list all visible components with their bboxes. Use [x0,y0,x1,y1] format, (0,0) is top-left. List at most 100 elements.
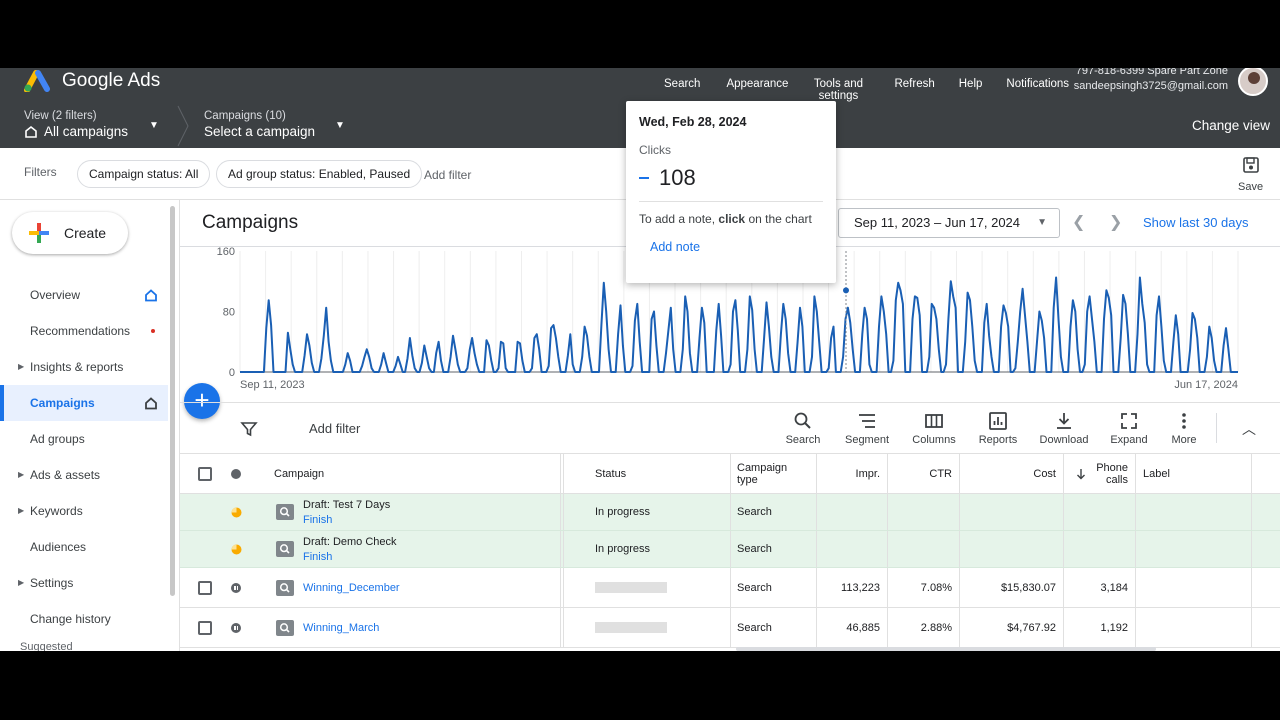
column-divider [887,494,888,530]
tooltip-value-row: 108 [639,165,823,191]
sidebar-item-label: Ad groups [30,432,85,446]
change-view-button[interactable]: Change view [1191,118,1270,133]
sidebar-scrollbar[interactable] [170,206,175,596]
reports-button[interactable]: Reports [968,411,1028,446]
add-note-button[interactable]: Add note [650,240,701,254]
campaign-selector[interactable]: Campaigns (10) Select a campaign [204,110,315,139]
sort-down-arrow-icon[interactable] [1076,454,1086,493]
header-impr[interactable]: Impr. [855,467,880,480]
save-button[interactable]: Save [1238,156,1263,193]
draft-progress-icon [231,544,242,554]
segment-button[interactable]: Segment [837,411,897,446]
finish-link[interactable]: Finish [303,513,333,526]
header-campaign-type[interactable]: Campaign type [737,461,788,486]
campaign-link[interactable]: Winning_December [303,581,400,594]
header-cost[interactable]: Cost [1033,467,1056,480]
tools-settings-label: Tools and settings [813,78,864,102]
top-search-button[interactable]: Search [650,68,714,104]
table-search-button[interactable]: Search [773,411,833,446]
row-checkbox-cell[interactable] [198,608,212,647]
previous-period-icon[interactable]: ❮ [1072,214,1086,231]
sidebar-item-overview[interactable]: Overview [0,277,168,313]
sidebar-item-label: Keywords [30,504,83,518]
campaigns-table: Campaign Status Campaign type Impr. CTR … [180,454,1280,648]
notifications-button[interactable]: Notifications [994,68,1081,104]
row-checkbox[interactable] [198,580,212,595]
show-last-30-days-link[interactable]: Show last 30 days [1143,215,1249,230]
column-divider [1063,454,1064,493]
view-filters-label: View (2 filters) [24,110,97,122]
table-row[interactable]: Draft: Demo Check Finish In progress Sea… [180,531,1280,568]
appearance-button[interactable]: Appearance [714,68,800,104]
column-divider [560,608,561,647]
collapse-chevron-icon[interactable]: ︿ [1242,421,1256,437]
sidebar-item-insights-reports[interactable]: ▶ Insights & reports [0,349,168,385]
filter-chip-ad-group-status[interactable]: Ad group status: Enabled, Paused [216,160,423,188]
add-campaign-button[interactable]: + [184,383,220,419]
google-ads-logo[interactable]: Google Ads [24,70,160,92]
avatar[interactable] [1238,68,1268,96]
header-status[interactable]: Status [595,467,627,480]
row-checkbox[interactable] [198,620,212,635]
next-period-icon[interactable]: ❯ [1109,214,1123,231]
more-button[interactable]: More [1154,411,1214,446]
sidebar-item-ad-groups[interactable]: Ad groups [0,421,168,457]
header-ctr[interactable]: CTR [929,467,952,480]
campaign-link[interactable]: Winning_March [303,621,380,634]
status-cell [595,568,667,607]
column-divider [1135,494,1136,530]
campaign-caret-icon[interactable]: ▼ [335,120,345,131]
clicks-series-line[interactable] [240,276,1238,373]
status-cell [595,608,667,647]
view-selector[interactable]: View (2 filters) All campaigns [24,110,128,139]
header-phone-calls[interactable]: Phone calls [1096,461,1128,486]
expand-button[interactable]: Expand [1099,411,1159,446]
download-button[interactable]: Download [1034,411,1094,446]
search-icon [794,412,811,429]
search-campaign-icon [276,568,294,607]
header-label[interactable]: Label [1143,467,1170,480]
tool-label: Segment [844,434,890,446]
add-filter-link[interactable]: Add filter [424,168,472,182]
paused-status-cell[interactable] [231,608,241,647]
paused-status-cell[interactable] [231,568,241,607]
ctr-cell: 2.88% [920,621,952,634]
filter-funnel-icon[interactable] [240,420,258,438]
date-range-select[interactable]: Sep 11, 2023 – Jun 17, 2024 ▼ [838,208,1060,238]
help-button[interactable]: Help [947,68,995,104]
row-checkbox-cell[interactable] [198,568,212,607]
impr-cell: 113,223 [841,581,880,594]
columns-button[interactable]: Columns [904,411,964,446]
sidebar-item-recommendations[interactable]: Recommendations [0,313,168,349]
sidebar-item-campaigns[interactable]: Campaigns [0,385,168,421]
table-row[interactable]: Draft: Test 7 Days Finish In progress Se… [180,494,1280,531]
column-divider [563,454,564,493]
tools-settings-button[interactable]: Tools and settings [800,68,874,104]
clicks-chart-svg[interactable]: 160 80 0 Sep 11, 2023 Jun 17, 2024 [180,247,1280,403]
header-campaign[interactable]: Campaign [274,467,325,480]
table-row[interactable]: Winning_December Search 113,223 7.08% $1… [180,568,1280,608]
table-row[interactable]: Winning_March Search 46,885 2.88% $4,767… [180,608,1280,648]
sidebar-item-audiences[interactable]: Audiences [0,529,168,565]
filter-chip-campaign-status[interactable]: Campaign status: All [77,160,211,188]
sidebar-item-change-history[interactable]: Change history [0,601,168,637]
campaign-name[interactable]: Draft: Demo Check [303,535,397,548]
select-all-checkbox[interactable] [198,466,212,481]
sidebar-item-label: Audiences [30,540,87,554]
finish-link[interactable]: Finish [303,550,333,563]
sidebar-item-label: Recommendations [30,324,131,338]
campaign-name[interactable]: Draft: Test 7 Days [303,498,391,511]
select-all-checkbox-cell[interactable] [198,454,212,493]
sidebar: Create Overview Recommendations ▶ Insight… [0,200,180,651]
create-button[interactable]: Create [12,212,128,254]
horizontal-scrollbar[interactable] [736,647,1156,651]
sidebar-item-keywords[interactable]: ▶ Keywords [0,493,168,529]
account-info[interactable]: 797-818-6399 Spare Part Zone sandeepsing… [1068,68,1228,94]
save-icon [1242,157,1259,173]
sidebar-item-ads-assets[interactable]: ▶ Ads & assets [0,457,168,493]
sidebar-item-settings[interactable]: ▶ Settings [0,565,168,601]
view-caret-icon[interactable]: ▼ [149,120,159,131]
refresh-button[interactable]: Refresh [874,68,946,104]
column-divider [1251,531,1252,567]
table-add-filter[interactable]: Add filter [309,421,361,436]
